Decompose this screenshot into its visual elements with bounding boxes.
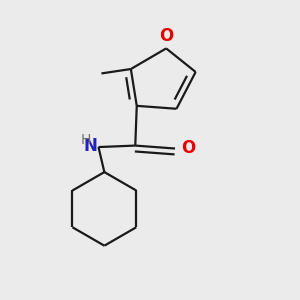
Text: N: N xyxy=(83,137,97,155)
Text: O: O xyxy=(182,139,196,157)
Text: H: H xyxy=(81,133,91,147)
Text: O: O xyxy=(159,27,173,45)
